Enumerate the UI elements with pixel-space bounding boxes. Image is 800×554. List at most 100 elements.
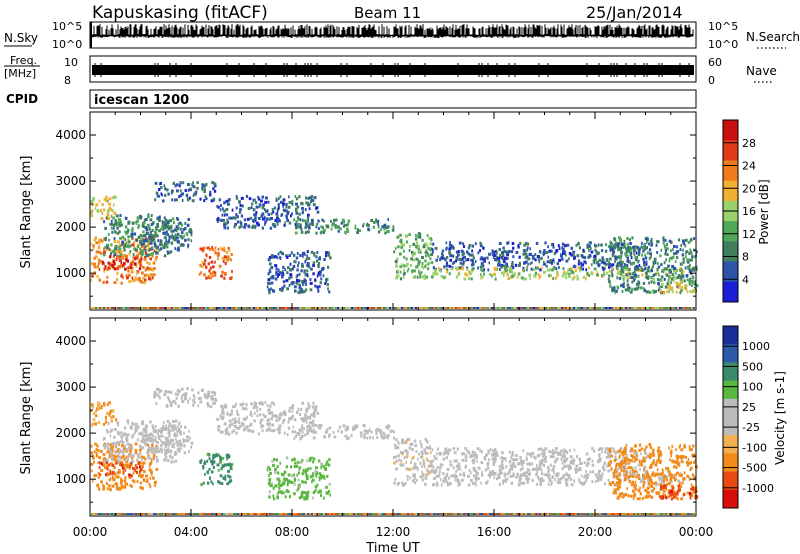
data-cell xyxy=(228,419,232,423)
data-cell xyxy=(241,402,245,406)
data-cell xyxy=(122,254,125,258)
nsky-strip: N.Sky 10^5 10^0 10^5 10^0 N.Search xyxy=(4,20,800,51)
data-cell xyxy=(108,197,112,201)
data-cell xyxy=(181,394,184,398)
data-cell xyxy=(184,221,187,225)
data-cell xyxy=(419,439,422,443)
data-cell xyxy=(616,255,620,259)
data-cell xyxy=(239,208,242,212)
data-cell xyxy=(314,284,317,288)
data-cell xyxy=(631,307,633,309)
data-cell xyxy=(529,273,532,277)
data-cell xyxy=(464,272,467,276)
data-cell xyxy=(545,307,547,309)
data-cell xyxy=(371,307,373,309)
data-cell xyxy=(305,288,308,292)
data-cell xyxy=(167,398,171,401)
data-cell xyxy=(232,216,236,220)
data-cell xyxy=(403,268,405,272)
data-cell xyxy=(292,425,295,429)
data-cell xyxy=(173,427,175,431)
data-cell xyxy=(308,424,311,428)
data-cell xyxy=(305,409,308,413)
data-cell xyxy=(178,221,182,225)
data-cell xyxy=(156,194,159,198)
data-cell xyxy=(419,461,422,465)
data-cell xyxy=(110,243,113,247)
data-cell xyxy=(121,437,123,441)
data-cell xyxy=(304,433,307,437)
data-cell xyxy=(264,200,267,204)
data-cell xyxy=(605,243,607,247)
data-cell xyxy=(123,444,126,448)
data-cell xyxy=(276,496,279,500)
data-cell xyxy=(435,258,438,262)
data-cell xyxy=(305,474,309,478)
data-cell xyxy=(217,428,220,432)
data-cell xyxy=(238,421,241,424)
data-cell xyxy=(239,424,242,428)
data-cell xyxy=(128,454,131,458)
data-cell xyxy=(162,421,165,425)
data-cell xyxy=(187,198,190,202)
data-cell xyxy=(418,272,421,276)
data-cell xyxy=(653,281,656,285)
data-cell xyxy=(125,455,128,459)
data-cell xyxy=(626,287,629,291)
data-cell xyxy=(287,473,291,477)
velocity-band xyxy=(199,452,234,487)
data-cell xyxy=(403,264,406,268)
data-cell xyxy=(142,221,146,225)
data-cell xyxy=(108,478,111,482)
data-cell xyxy=(397,454,401,458)
data-cell xyxy=(318,257,322,261)
data-cell xyxy=(292,264,296,268)
data-cell xyxy=(180,425,182,429)
data-cell xyxy=(596,271,599,275)
data-cell xyxy=(609,284,612,288)
data-cell xyxy=(368,436,371,440)
data-cell xyxy=(105,280,109,284)
data-cell xyxy=(672,255,675,259)
data-cell xyxy=(276,222,279,226)
data-cell xyxy=(130,234,134,238)
data-cell xyxy=(611,267,613,271)
data-cell xyxy=(281,286,284,290)
data-cell xyxy=(122,434,125,437)
data-cell xyxy=(677,307,679,309)
data-cell xyxy=(536,266,539,270)
data-cell xyxy=(429,451,432,455)
data-cell xyxy=(128,476,132,479)
data-cell xyxy=(278,428,281,432)
data-cell xyxy=(193,185,196,189)
data-cell xyxy=(623,239,626,243)
data-cell xyxy=(124,254,126,257)
data-cell xyxy=(294,195,297,198)
data-cell xyxy=(437,255,439,259)
data-cell xyxy=(322,231,326,234)
data-cell xyxy=(625,307,627,309)
data-cell xyxy=(656,251,659,254)
data-cell xyxy=(288,276,291,280)
data-cell xyxy=(656,270,659,274)
data-cell xyxy=(154,438,157,442)
data-cell xyxy=(465,250,469,254)
data-cell xyxy=(297,217,300,220)
data-cell xyxy=(123,262,126,266)
data-cell xyxy=(123,485,127,489)
data-cell xyxy=(382,431,385,435)
data-cell xyxy=(427,472,430,476)
data-cell xyxy=(583,307,585,309)
data-cell xyxy=(586,271,589,275)
data-cell xyxy=(233,225,236,229)
data-cell xyxy=(629,249,632,253)
data-cell xyxy=(403,255,406,259)
data-cell xyxy=(308,457,312,461)
data-cell xyxy=(197,404,200,408)
data-cell xyxy=(657,288,661,292)
data-cell xyxy=(285,209,288,213)
data-cell xyxy=(609,264,612,267)
data-cell xyxy=(224,261,227,265)
data-cell xyxy=(151,473,153,477)
data-cell xyxy=(693,255,696,259)
